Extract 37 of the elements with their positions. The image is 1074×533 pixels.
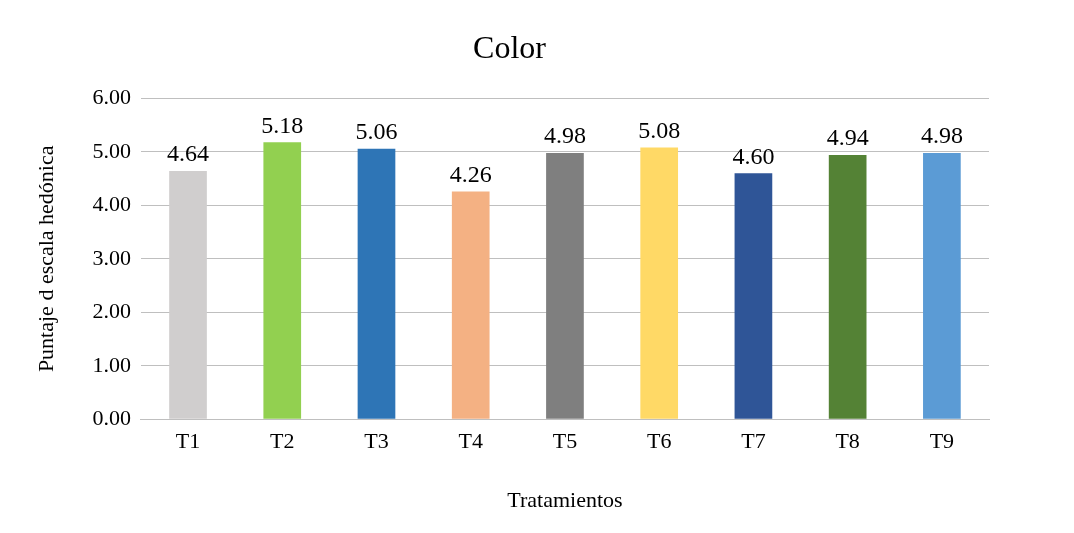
y-axis-title: Puntaje d escala hedónica <box>32 145 58 373</box>
bar <box>546 152 584 419</box>
bar <box>357 148 396 419</box>
y-tick-label: 0.00 <box>92 404 131 430</box>
y-tick-label: 3.00 <box>92 244 131 270</box>
data-label: 4.26 <box>449 160 492 187</box>
data-label: 5.08 <box>638 116 681 143</box>
bar <box>923 152 961 419</box>
data-label: 4.64 <box>167 140 210 167</box>
y-tick-label: 2.00 <box>92 298 131 324</box>
data-label: 4.98 <box>543 122 586 149</box>
bar <box>263 142 302 419</box>
x-tick-label: T3 <box>364 428 389 454</box>
bar <box>828 155 867 419</box>
y-tick-label: 4.00 <box>92 191 131 217</box>
y-tick-label: 1.00 <box>92 351 131 377</box>
x-tick-label: T6 <box>646 428 672 454</box>
bar <box>169 171 207 419</box>
x-tick-label: T7 <box>741 428 766 454</box>
data-label: 5.06 <box>355 117 398 144</box>
data-label: 5.18 <box>261 111 304 138</box>
bar <box>451 191 490 419</box>
x-axis-title: Tratamientos <box>507 486 623 512</box>
bar <box>734 173 773 419</box>
x-tick-label: T9 <box>929 428 955 454</box>
x-tick-label: T4 <box>458 428 483 454</box>
y-tick-label: 5.00 <box>92 137 131 163</box>
y-tick-label: 6.00 <box>92 84 131 110</box>
x-tick-label: T8 <box>835 428 860 454</box>
bar <box>640 147 679 419</box>
data-label: 4.60 <box>732 142 775 169</box>
x-tick-label: T1 <box>175 428 201 454</box>
chart-title: Color <box>473 28 547 65</box>
x-tick-label: T2 <box>270 428 295 454</box>
x-tick-label: T5 <box>552 428 578 454</box>
data-label: 4.94 <box>826 124 869 151</box>
data-label: 4.98 <box>920 122 963 149</box>
